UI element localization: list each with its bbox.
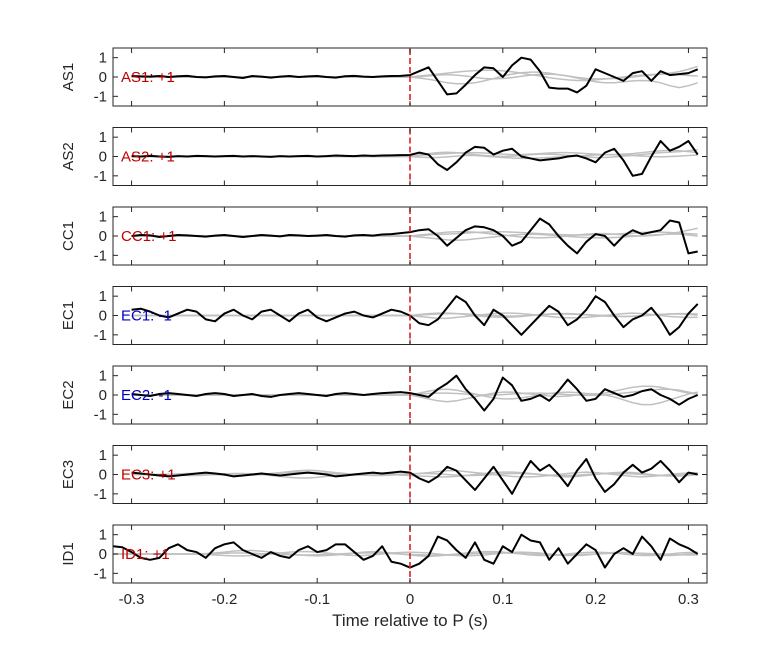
y-tick-label: 1 <box>99 368 107 385</box>
polarity-label: EC3: +1 <box>121 467 176 484</box>
x-axis-label: Time relative to P (s) <box>332 611 488 630</box>
panel-cc1: 1 0 -1 CC1 CC1: +1 <box>60 206 708 266</box>
y-tick-label: -1 <box>94 168 107 185</box>
station-axis-label: AS1 <box>60 63 77 91</box>
y-tick-label: 0 <box>99 308 107 325</box>
panel-ec2: 1 0 -1 EC2 EC2: -1 <box>60 365 708 425</box>
y-tick-label: 0 <box>99 228 107 245</box>
x-tick-label: 0.3 <box>678 591 699 608</box>
polarity-label: EC1: -1 <box>121 308 172 325</box>
y-tick-label: -1 <box>94 486 107 503</box>
panel-traces <box>131 295 699 336</box>
y-tick-label: 0 <box>99 387 107 404</box>
x-tick-label: -0.1 <box>304 591 330 608</box>
y-tick-label: 0 <box>99 69 107 86</box>
y-tick-label: 1 <box>99 527 107 544</box>
y-tick-label: 1 <box>99 129 107 146</box>
station-axis-label: CC1 <box>60 221 77 251</box>
y-tick-label: 1 <box>99 288 107 305</box>
panel-traces <box>131 374 699 412</box>
y-tick-label: 1 <box>99 209 107 226</box>
waveform-trace <box>131 374 699 412</box>
y-tick-label: 0 <box>99 149 107 166</box>
waveform-trace <box>131 295 699 336</box>
polarity-label: AS2: +1 <box>121 149 175 166</box>
waveform-trace <box>131 56 699 96</box>
panel-id1: 1 0 -1 ID1 ID1: +1 -0.3 -0.2 -0.1 0 0.1 0.2 0.3 Time… <box>60 524 708 630</box>
polarity-label: AS1: +1 <box>121 69 175 86</box>
x-tick-label: 0.1 <box>492 591 513 608</box>
waveform-trace <box>131 140 699 177</box>
x-tick-label: -0.3 <box>119 591 145 608</box>
panel-traces <box>131 140 699 177</box>
x-tick-label: 0.2 <box>585 591 606 608</box>
y-tick-label: 0 <box>99 546 107 563</box>
panel-as2: 1 0 -1 AS2 AS2: +1 <box>60 127 708 186</box>
panel-traces <box>113 533 699 569</box>
polarity-label: CC1: +1 <box>121 228 176 245</box>
panel-traces <box>131 56 699 96</box>
station-axis-label: EC2 <box>60 380 77 409</box>
y-tick-label: 1 <box>99 50 107 67</box>
waveform-trace <box>131 458 698 495</box>
panel-ec1: 1 0 -1 EC1 EC1: -1 <box>60 286 708 345</box>
station-axis-label: ID1 <box>60 542 77 565</box>
y-tick-label: 1 <box>99 447 107 464</box>
polarity-label: EC2: -1 <box>121 387 172 404</box>
x-tick-label: 0 <box>406 591 414 608</box>
panel-as1: 1 0 -1 AS1 AS1: +1 <box>60 47 708 107</box>
waveform-trace <box>131 217 698 255</box>
y-tick-label: -1 <box>94 88 107 105</box>
y-tick-label: -1 <box>94 247 107 264</box>
x-tick-label: -0.2 <box>211 591 237 608</box>
panel-traces <box>131 458 698 495</box>
y-tick-label: 0 <box>99 467 107 484</box>
polarity-label: ID1: +1 <box>121 546 170 563</box>
station-axis-label: EC3 <box>60 460 77 489</box>
panel-traces <box>131 217 698 255</box>
station-axis-label: EC1 <box>60 301 77 330</box>
y-tick-label: -1 <box>94 327 107 344</box>
waveform-trace <box>113 533 699 569</box>
y-tick-label: -1 <box>94 406 107 423</box>
station-axis-label: AS2 <box>60 142 77 170</box>
y-tick-label: -1 <box>94 565 107 582</box>
background-trace-3 <box>131 312 698 318</box>
panel-ec3: 1 0 -1 EC3 EC3: +1 <box>60 445 708 504</box>
